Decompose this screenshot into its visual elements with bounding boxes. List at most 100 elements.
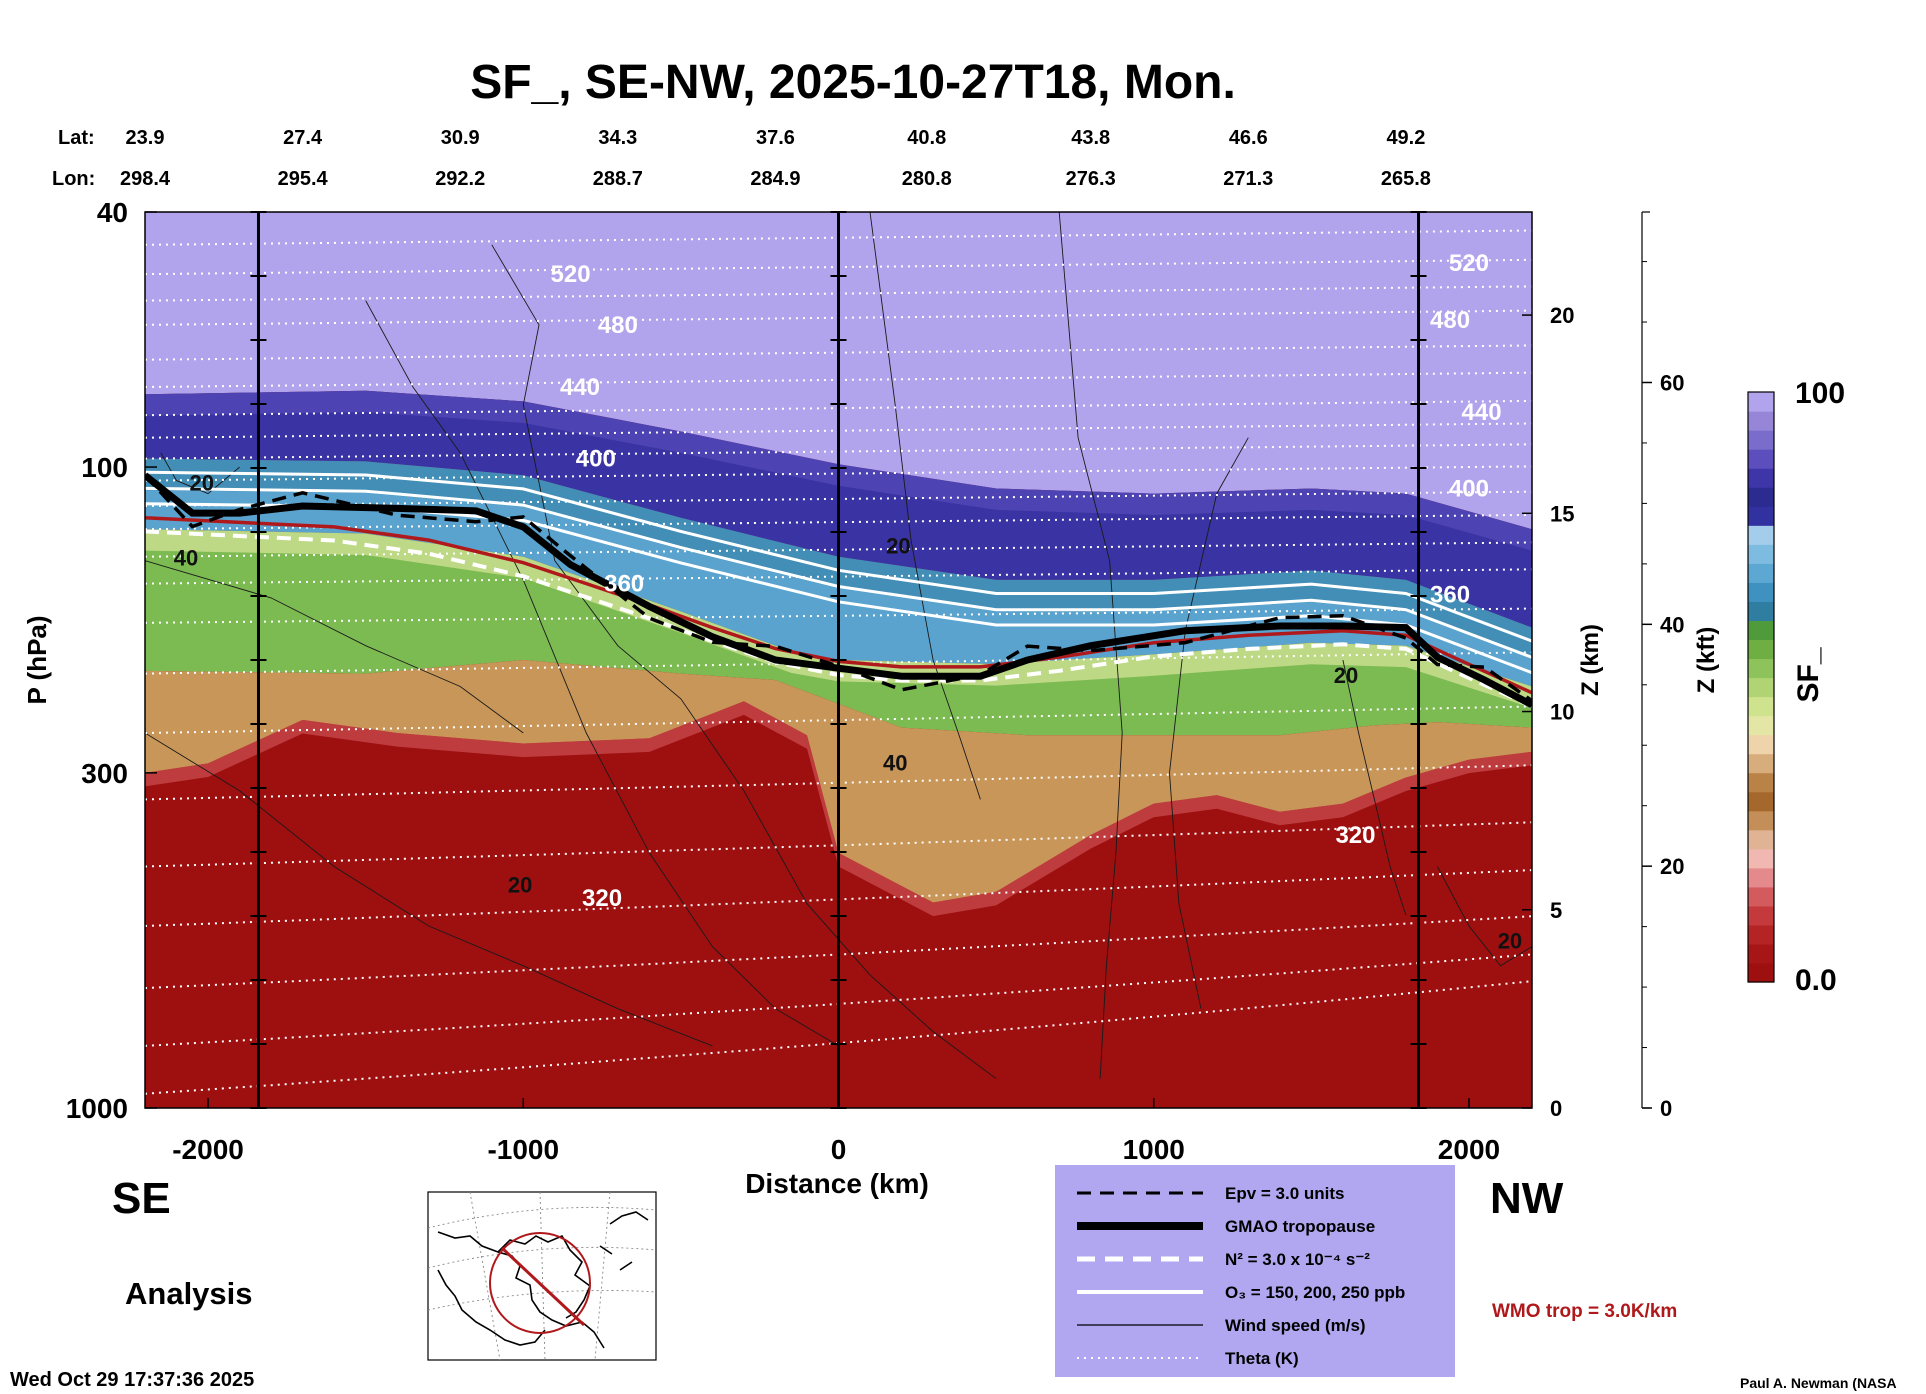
epv-line [145, 474, 1532, 703]
wind-label: 20 [189, 470, 213, 495]
legend-label: Wind speed (m/s) [1225, 1316, 1366, 1335]
lat-value: 23.9 [126, 127, 165, 149]
y-axis-label: P (hPa) [22, 615, 52, 704]
band-pink [145, 701, 1532, 917]
colorbar-swatch [1748, 943, 1774, 964]
lon-value: 292.2 [435, 168, 485, 190]
z-kft-axis-label: Z (kft) [1693, 627, 1720, 694]
colorbar-frame [1747, 391, 1775, 983]
inset-map [427, 1191, 657, 1361]
colorbar-swatch [1748, 810, 1774, 831]
colorbar-swatch [1748, 525, 1774, 545]
legend-box [1055, 1165, 1455, 1377]
colorbar-swatch [1748, 905, 1774, 926]
wind-label: 20 [886, 533, 910, 558]
inset-domain-circle [489, 1232, 591, 1334]
wind-speed-contour [1437, 866, 1532, 967]
theta-label: 320 [1335, 822, 1375, 849]
z-km-tick-label: 20 [1550, 303, 1574, 328]
z-km-tick-label: 15 [1550, 501, 1574, 526]
z-km-tick-label: 0 [1550, 1096, 1562, 1121]
colorbar-swatch [1748, 468, 1774, 488]
y-tick-label: 100 [81, 452, 128, 483]
colorbar-swatch [1748, 696, 1774, 717]
legend-label: N² = 3.0 x 10⁻⁴ s⁻² [1225, 1250, 1370, 1269]
lon-value: 298.4 [120, 168, 171, 190]
lat-value: 27.4 [283, 127, 323, 149]
lon-value: 295.4 [278, 168, 329, 190]
z-kft-tick-label: 20 [1660, 854, 1684, 879]
lat-values: 23.9 27.4 30.9 34.3 37.6 40.8 43.8 46.6 49.2 [126, 127, 1426, 149]
theta-label: 480 [598, 312, 638, 339]
nw-label: NW [1490, 1174, 1564, 1223]
colorbar-swatch [1748, 658, 1774, 679]
colorbar [1747, 391, 1775, 983]
z-km-tick-label: 5 [1550, 898, 1562, 923]
wind-label: 20 [1334, 663, 1358, 688]
lat-value: 40.8 [907, 127, 946, 149]
coastline [437, 1211, 649, 1349]
theta-contour [145, 980, 1532, 1095]
x-tick-label: 0 [831, 1134, 847, 1165]
legend-label: GMAO tropopause [1225, 1217, 1375, 1236]
colorbar-swatch [1748, 411, 1774, 431]
colorbar-swatch [1748, 829, 1774, 850]
wind-speed-contour [145, 732, 713, 1047]
colorbar-swatch [1748, 487, 1774, 507]
lat-value: 43.8 [1071, 127, 1110, 149]
colorbar-swatch [1748, 962, 1774, 983]
band-lightgreen [145, 529, 1532, 708]
y-tick-label: 1000 [66, 1093, 128, 1124]
lon-value: 288.7 [593, 168, 643, 190]
timestamp: Wed Oct 29 17:37:36 2025 [10, 1369, 254, 1391]
x-tick-label: -1000 [487, 1134, 559, 1165]
wind-speed-contour [1169, 437, 1249, 1009]
theta-label: 520 [1449, 250, 1489, 277]
colorbar-swatch [1748, 867, 1774, 888]
lat-value: 30.9 [441, 127, 480, 149]
z-kft-axis: 0 20 40 60 [1641, 211, 1684, 1121]
colorbar-min-label: 0.0 [1795, 964, 1837, 997]
legend-label: Epv = 3.0 units [1225, 1184, 1345, 1203]
credit: Paul A. Newman (NASA [1740, 1375, 1897, 1391]
lon-value: 265.8 [1381, 168, 1431, 190]
x-tick-label: 2000 [1438, 1134, 1500, 1165]
theta-label: 440 [560, 374, 600, 401]
vertical-markers [250, 211, 1427, 1109]
theta-label: 360 [1430, 581, 1470, 608]
wmo-note: WMO trop = 3.0K/km [1492, 1301, 1677, 1322]
y-axis: 40 100 300 1000 [66, 197, 157, 1124]
colorbar-swatch [1748, 639, 1774, 660]
colorbar-swatch [1748, 544, 1774, 564]
theta-label: 400 [1449, 475, 1489, 502]
y-tick-label: 40 [97, 197, 128, 228]
ozone-contour [145, 486, 1532, 659]
legend-label: O₃ = 150, 200, 250 ppb [1225, 1283, 1405, 1302]
wind-label: 20 [508, 873, 532, 898]
colorbar-swatch [1748, 582, 1774, 602]
colorbar-swatch [1748, 715, 1774, 736]
lon-label: Lon: [52, 168, 95, 190]
lat-value: 46.6 [1229, 127, 1268, 149]
x-tick-label: -2000 [172, 1134, 244, 1165]
lon-value: 276.3 [1066, 168, 1116, 190]
z-kft-tick-label: 40 [1660, 612, 1684, 637]
lat-value: 49.2 [1386, 127, 1425, 149]
colorbar-max-label: 100 [1795, 377, 1845, 410]
theta-label: 440 [1462, 399, 1502, 426]
theta-label: 400 [576, 446, 616, 473]
colorbar-swatch [1748, 601, 1774, 621]
ozone-contour [145, 470, 1532, 643]
wind-label: 40 [883, 750, 907, 775]
colorbar-swatch [1748, 886, 1774, 907]
wind-speed-contour [491, 244, 997, 1080]
x-axis-label: Distance (km) [745, 1168, 929, 1199]
z-km-axis-label: Z (km) [1577, 624, 1604, 696]
theta-label: 520 [551, 261, 591, 288]
wind-speed-contour [365, 300, 839, 1047]
lon-value: 280.8 [902, 168, 952, 190]
theta-label: 360 [604, 571, 644, 598]
colorbar-swatch [1748, 924, 1774, 945]
legend: Epv = 3.0 units GMAO tropopause N² = 3.0 x… [1055, 1165, 1455, 1377]
